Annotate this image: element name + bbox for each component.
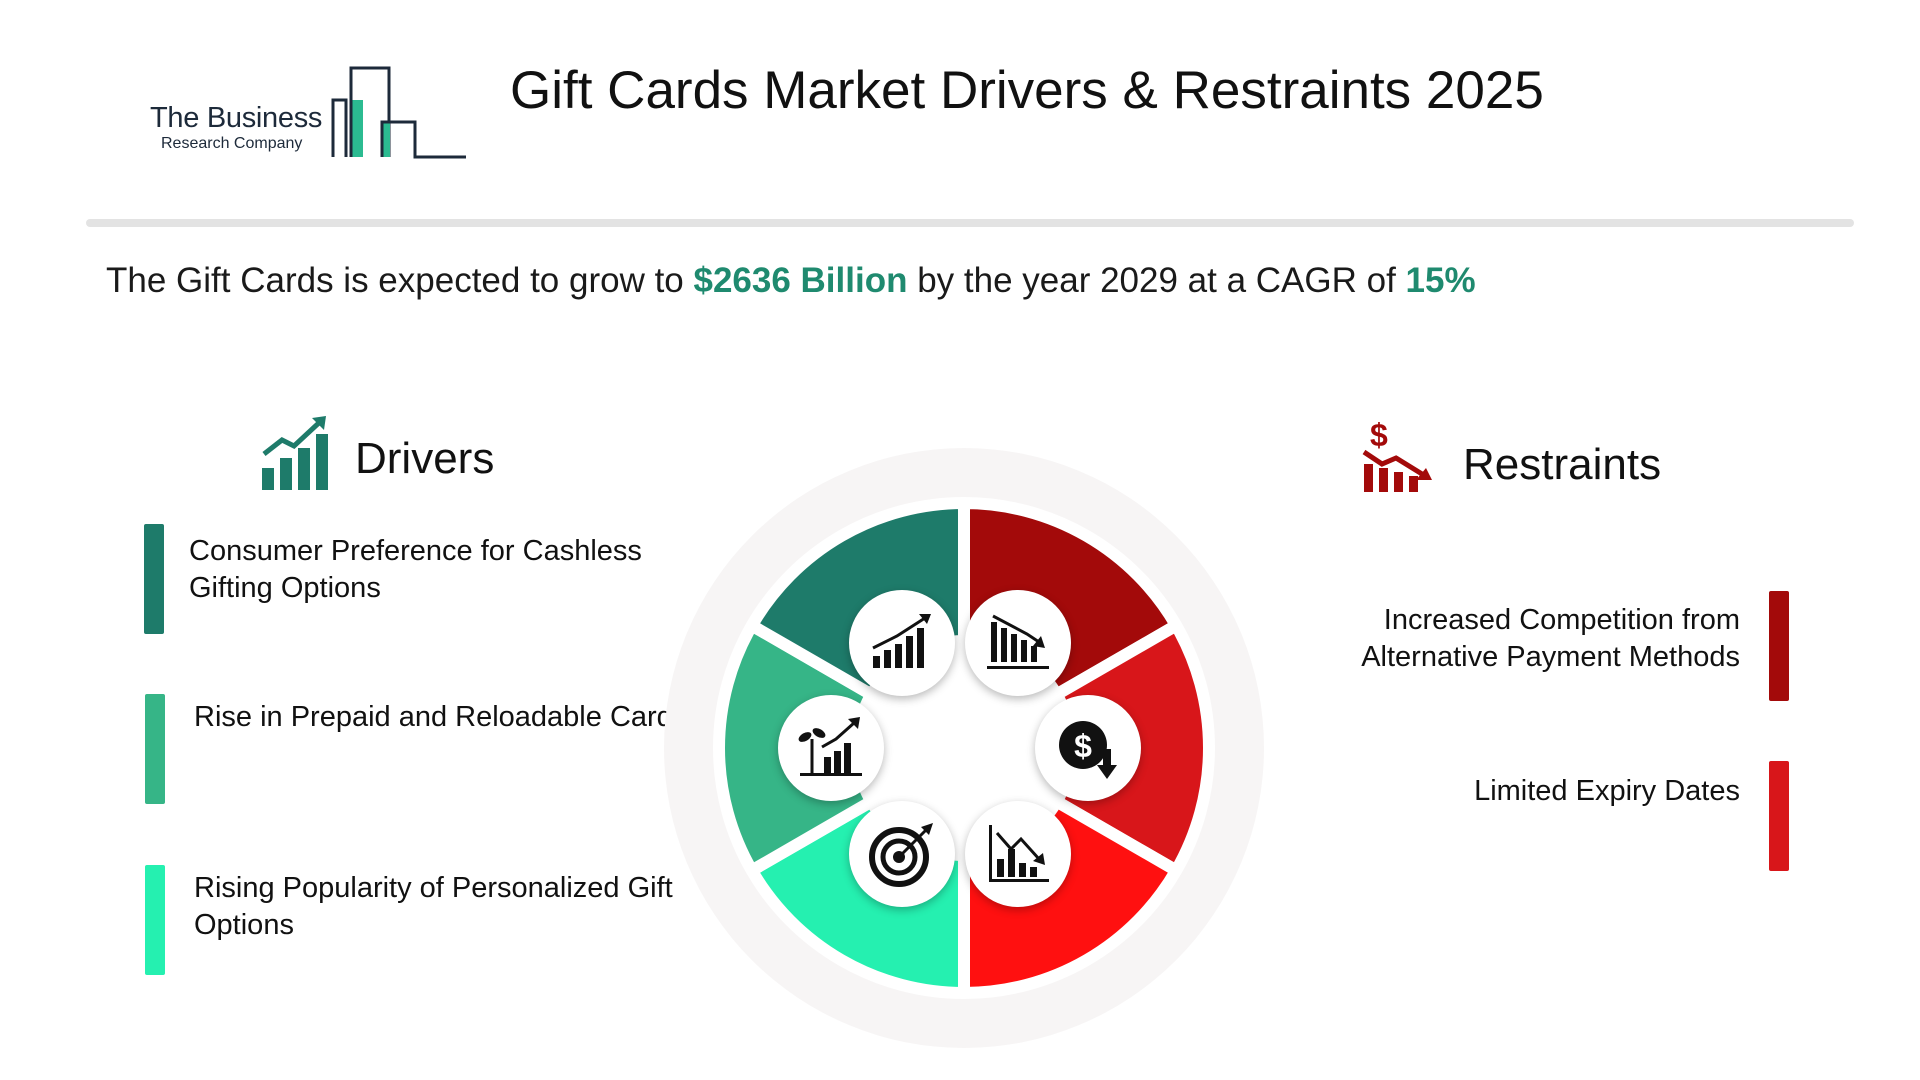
wheel-icon-declining-bars — [965, 590, 1071, 696]
driver-1-label: Consumer Preference for Cashless Gifting… — [189, 535, 642, 604]
company-logo: The Business Research Company — [148, 60, 468, 170]
logo-line-1: The Business — [150, 102, 323, 134]
summary-prefix: The Gift Cards is expected to grow to — [106, 261, 694, 300]
restraint-1-label: Increased Competition from Alternative P… — [1361, 604, 1740, 673]
logo-buildings-icon — [331, 66, 466, 159]
wheel-icon-target — [849, 801, 955, 907]
wheel-graphic — [664, 448, 1264, 1048]
wheel-icon-growth-chart — [849, 590, 955, 696]
growth-chart-icon — [872, 614, 931, 668]
driver-2-label: Rise in Prepaid and Reloadable Cards — [194, 701, 688, 733]
driver-3-label: Rising Popularity of Personalized Gift O… — [194, 872, 673, 941]
logo-line-2: Research Company — [161, 135, 303, 152]
restraints-dollar-decline-icon: $ — [1362, 417, 1432, 492]
summary-cagr: 15% — [1405, 261, 1476, 300]
plant-growth-chart-icon — [798, 717, 862, 776]
header-divider — [86, 219, 1854, 227]
wheel-icon-plant-growth — [778, 695, 884, 801]
restraint-2-label: Limited Expiry Dates — [1474, 775, 1740, 807]
driver-3-bar — [145, 865, 165, 975]
summary-middle: by the year 2029 at a CAGR of — [907, 261, 1406, 300]
svg-text:$: $ — [1074, 728, 1092, 764]
restraint-1-bar — [1769, 591, 1789, 701]
market-summary: The Gift Cards is expected to grow to $2… — [106, 261, 1476, 301]
wheel-icon-dollar-down: $ — [1035, 695, 1141, 801]
driver-1-bar — [144, 524, 164, 634]
restraints-title: Restraints — [1463, 440, 1662, 489]
driver-2-bar — [145, 694, 165, 804]
dollar-down-icon: $ — [1059, 721, 1117, 779]
drivers-restraints-wheel: $ — [662, 446, 1266, 1050]
summary-market-value: $2636 Billion — [693, 261, 908, 300]
wheel-icon-declining-line — [965, 801, 1071, 907]
page-title: Gift Cards Market Drivers & Restraints 2… — [510, 61, 1544, 120]
declining-line-chart-icon — [989, 825, 1049, 882]
drivers-growth-chart-icon — [262, 416, 328, 490]
drivers-title: Drivers — [355, 434, 495, 483]
target-icon — [869, 823, 933, 887]
restraint-2-bar — [1769, 761, 1789, 871]
declining-bar-chart-icon — [987, 614, 1049, 669]
svg-text:$: $ — [1370, 417, 1388, 453]
